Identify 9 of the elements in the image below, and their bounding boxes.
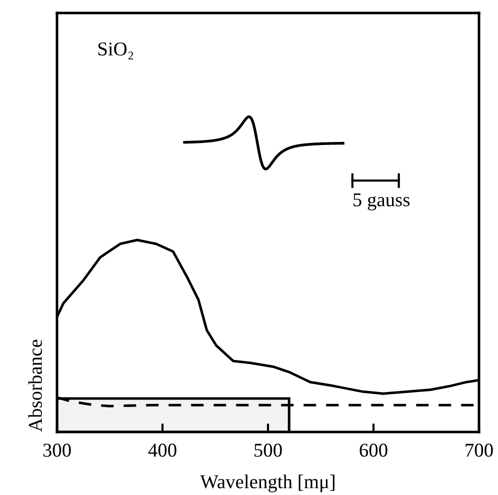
x-axis-title: Wavelength [mμ] bbox=[200, 474, 334, 492]
x-tick-label: 700 bbox=[466, 444, 493, 457]
text: SiO₂ bbox=[98, 42, 134, 60]
x-tick-label: 500 bbox=[254, 444, 282, 457]
x-tick-label: 600 bbox=[360, 444, 388, 457]
x-tick-label: 400 bbox=[148, 444, 176, 457]
x-tick-label: 300 bbox=[43, 444, 71, 457]
y-axis-title: Absorbance bbox=[28, 340, 42, 432]
text: 5 gauss bbox=[354, 193, 410, 210]
